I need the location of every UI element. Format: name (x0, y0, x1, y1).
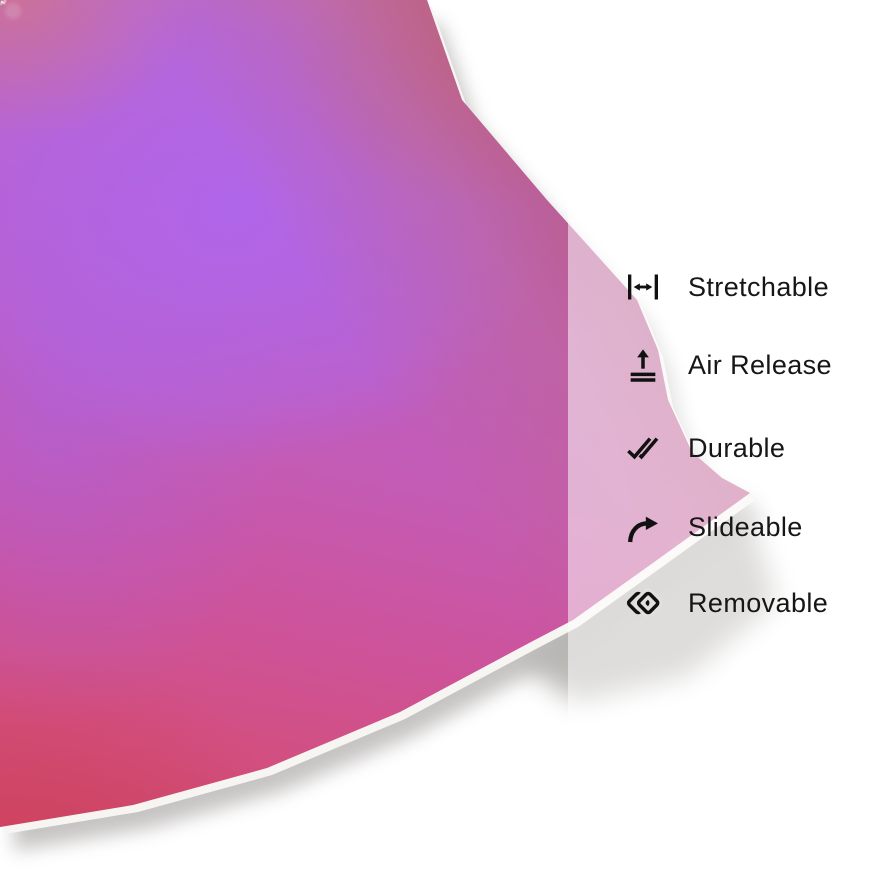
feature-label: Stretchable (688, 271, 829, 302)
double-check-icon (622, 427, 664, 469)
stretch-arrows-icon (622, 266, 664, 308)
feature-row-air-release: Air Release (622, 340, 832, 390)
translucent-overlay-band (568, 0, 886, 886)
feature-row-stretchable: Stretchable (622, 262, 829, 312)
feature-label: Durable (688, 432, 786, 463)
feature-label: Removable (688, 587, 829, 618)
overlapping-diamonds-icon (622, 582, 664, 624)
air-release-icon (622, 344, 664, 386)
feature-label: Air Release (688, 349, 832, 380)
feature-row-slideable: Slideable (622, 502, 803, 552)
curved-arrow-icon (622, 506, 664, 548)
feature-row-removable: Removable (622, 578, 828, 628)
feature-row-durable: Durable (622, 423, 785, 473)
feature-label: Slideable (688, 511, 803, 542)
